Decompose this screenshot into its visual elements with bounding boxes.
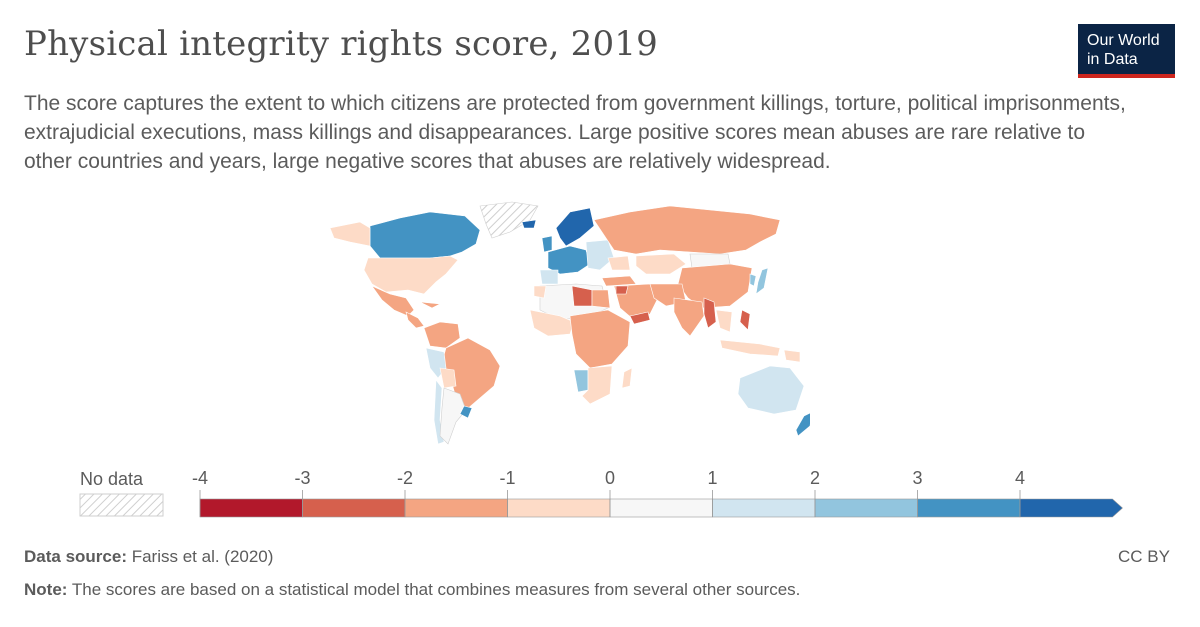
logo-line-2: in Data	[1087, 51, 1138, 68]
legend-bin[interactable]	[712, 498, 816, 518]
note-label: Note:	[24, 580, 68, 599]
region-canada[interactable]	[369, 211, 481, 259]
region-central-america[interactable]	[405, 311, 425, 329]
region-new-zealand[interactable]	[795, 412, 810, 437]
region-west-africa[interactable]	[529, 309, 575, 337]
region-united-states[interactable]	[363, 255, 459, 295]
region-papua-new-guinea[interactable]	[783, 349, 801, 363]
legend-bin[interactable]	[609, 498, 713, 518]
region-southeast-asia[interactable]	[715, 309, 733, 333]
region-yemen[interactable]	[629, 311, 651, 325]
legend-bin[interactable]	[404, 498, 508, 518]
region-morocco[interactable]	[533, 285, 547, 299]
source-label: Data source:	[24, 547, 127, 566]
legend-tick-label: 3	[912, 468, 922, 488]
region-mexico[interactable]	[371, 285, 415, 317]
data-source: Data source: Fariss et al. (2020)	[24, 547, 273, 567]
legend-tick-label: 0	[605, 468, 615, 488]
region-iceland[interactable]	[521, 219, 537, 229]
region-uruguay[interactable]	[459, 405, 473, 419]
world-map[interactable]	[290, 198, 810, 450]
color-legend: No data -4 -3 -2 -1 0 1 2 3 4	[79, 468, 1123, 518]
region-greenland[interactable]	[479, 201, 539, 239]
region-iberia[interactable]	[539, 269, 559, 285]
region-namibia[interactable]	[573, 369, 589, 393]
legend-tick-label: -3	[294, 468, 310, 488]
region-kazakhstan[interactable]	[635, 253, 687, 275]
legend-tick-label: 1	[707, 468, 717, 488]
legend-tick-label: 2	[810, 468, 820, 488]
legend-bin[interactable]	[199, 498, 303, 518]
region-alaska[interactable]	[329, 221, 371, 247]
region-australia[interactable]	[737, 365, 805, 415]
legend-bin[interactable]	[302, 498, 406, 518]
region-bolivia[interactable]	[439, 367, 457, 389]
owid-logo[interactable]: Our World in Data	[1078, 24, 1175, 78]
region-indonesia[interactable]	[719, 339, 781, 357]
region-korea[interactable]	[749, 273, 757, 287]
legend-bin[interactable]	[1019, 498, 1123, 518]
legend-bin[interactable]	[507, 498, 611, 518]
legend-bin[interactable]	[917, 498, 1021, 518]
chart-subtitle: The score captures the extent to which c…	[24, 92, 1126, 173]
region-egypt[interactable]	[591, 289, 611, 309]
legend-tick-label: 4	[1015, 468, 1025, 488]
region-philippines[interactable]	[739, 309, 751, 331]
region-colombia[interactable]	[423, 321, 461, 349]
region-western-europe[interactable]	[547, 245, 591, 275]
region-chile[interactable]	[433, 379, 445, 445]
region-argentina[interactable]	[439, 387, 467, 445]
region-eastern-europe[interactable]	[585, 239, 615, 271]
page-title: Physical integrity rights score, 2019	[24, 24, 659, 64]
region-turkey[interactable]	[601, 275, 637, 287]
region-india[interactable]	[673, 297, 705, 337]
region-myanmar[interactable]	[703, 297, 717, 329]
legend-tick-label: -4	[192, 468, 208, 488]
region-scandinavia[interactable]	[555, 207, 595, 247]
legend-no-data-label: No data	[80, 469, 144, 489]
region-uk[interactable]	[541, 235, 553, 253]
region-cuba[interactable]	[419, 301, 442, 309]
legend-no-data-swatch	[79, 493, 164, 517]
chart-note: Note: The scores are based on a statisti…	[24, 580, 800, 600]
note-text: The scores are based on a statistical mo…	[67, 580, 801, 599]
logo-line-1: Our World	[1087, 32, 1160, 49]
region-japan[interactable]	[755, 267, 769, 295]
source-text: Fariss et al. (2020)	[126, 547, 274, 566]
region-russia[interactable]	[593, 205, 781, 255]
legend-tick-label: -2	[397, 468, 413, 488]
legend-tick-label: -1	[499, 468, 515, 488]
region-central-africa[interactable]	[569, 309, 631, 369]
legend-bin[interactable]	[814, 498, 918, 518]
region-southern-africa[interactable]	[581, 365, 613, 405]
region-ukraine[interactable]	[607, 255, 631, 271]
region-madagascar[interactable]	[621, 367, 633, 389]
region-syria[interactable]	[615, 285, 629, 295]
license-link[interactable]: CC BY	[1118, 547, 1170, 566]
logo-accent-bar	[1078, 74, 1175, 78]
